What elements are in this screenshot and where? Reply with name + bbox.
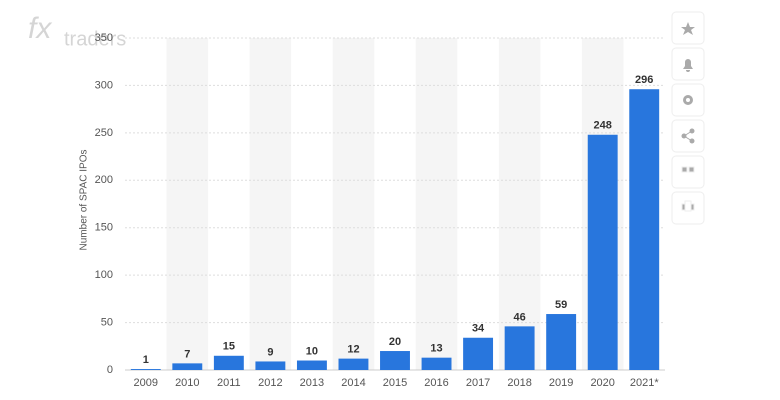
bar: [213, 355, 244, 370]
settings-button[interactable]: [671, 83, 705, 117]
x-tick-label: 2012: [258, 377, 282, 389]
value-label: 59: [555, 299, 567, 311]
logo: fx traders: [28, 12, 126, 50]
bar: [504, 326, 535, 370]
value-label: 10: [306, 345, 318, 357]
bar: [629, 89, 660, 371]
value-label: 34: [472, 323, 485, 335]
x-tick-label: 2018: [507, 377, 531, 389]
y-tick-label: 0: [107, 364, 113, 376]
value-label: 20: [389, 336, 401, 348]
x-tick-label: 2013: [300, 377, 324, 389]
bar: [587, 134, 618, 370]
x-tick-label: 2011: [217, 377, 241, 389]
value-label: 248: [594, 120, 612, 132]
y-tick-label: 150: [95, 222, 113, 234]
y-tick-label: 100: [95, 269, 113, 281]
column-shade: [332, 38, 375, 370]
x-tick-label: 2015: [383, 377, 407, 389]
x-tick-label: 2009: [134, 377, 158, 389]
value-label: 12: [347, 344, 359, 356]
y-tick-label: 350: [95, 32, 113, 44]
value-label: 1: [143, 354, 149, 366]
value-label: 15: [223, 341, 235, 353]
x-tick-label: 2014: [341, 377, 365, 389]
value-label: 46: [513, 311, 525, 323]
x-tick-label: 2016: [424, 377, 448, 389]
x-tick-label: 2021*: [630, 377, 659, 389]
y-tick-label: 300: [95, 79, 113, 91]
bar: [546, 314, 577, 370]
x-tick-label: 2019: [549, 377, 573, 389]
share-button[interactable]: [671, 119, 705, 153]
column-shade: [498, 38, 541, 370]
favorite-button[interactable]: [671, 11, 705, 45]
print-button[interactable]: [671, 191, 705, 225]
bar: [296, 360, 327, 370]
x-tick-label: 2020: [590, 377, 614, 389]
column-shade: [166, 38, 209, 370]
bar: [130, 369, 161, 370]
value-label: 296: [635, 74, 653, 86]
notify-button[interactable]: [671, 47, 705, 81]
x-tick-label: 2017: [466, 377, 490, 389]
toolbar: [671, 11, 705, 225]
cite-button[interactable]: [671, 155, 705, 189]
value-label: 9: [267, 346, 273, 358]
value-label: 7: [184, 348, 190, 360]
bar: [338, 358, 369, 370]
bar: [380, 351, 410, 370]
bar: [255, 361, 286, 370]
logo-brand: fx: [28, 12, 52, 45]
logo-name: traders: [64, 28, 126, 50]
bar: [463, 337, 494, 370]
bar: [172, 363, 203, 370]
column-shade: [415, 38, 458, 370]
y-tick-label: 50: [101, 316, 113, 328]
column-shade: [249, 38, 292, 370]
y-tick-label: 250: [95, 127, 113, 139]
value-label: 13: [430, 343, 442, 355]
y-tick-label: 200: [95, 174, 113, 186]
y-axis-label: Number of SPAC IPOs: [79, 150, 90, 251]
x-tick-label: 2010: [175, 377, 199, 389]
bar: [421, 357, 452, 370]
